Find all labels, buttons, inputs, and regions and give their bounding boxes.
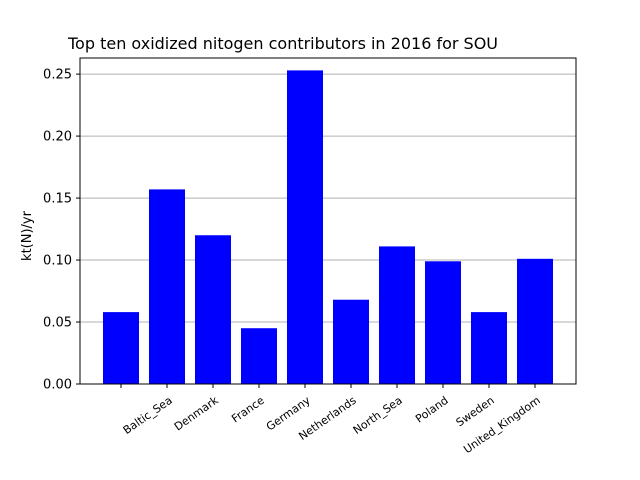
y-axis-ticks: 0.00 0.05 0.10 0.15 0.20 0.25 (43, 68, 80, 393)
y-tick-label: 0.05 (43, 316, 72, 331)
y-tick-label: 0.25 (43, 68, 72, 83)
x-tick-label: Baltic_Sea (121, 394, 175, 437)
bar-denmark (195, 235, 231, 384)
bar-unlabeled (103, 312, 139, 384)
x-tick-label: United_Kingdom (461, 394, 542, 456)
bar-poland (425, 261, 461, 384)
bar-france (241, 328, 277, 384)
y-tick-label: 0.20 (43, 130, 72, 145)
bar-netherlands (333, 299, 369, 384)
bar-germany (287, 70, 323, 384)
bar-north_sea (379, 246, 415, 384)
y-tick-label: 0.15 (43, 192, 72, 207)
bar-sweden (471, 312, 507, 384)
bar-united_kingdom (517, 258, 553, 384)
chart-title: Top ten oxidized nitogen contributors in… (67, 34, 498, 53)
x-tick-label: Poland (413, 394, 451, 426)
bar-baltic_sea (149, 189, 185, 384)
bars (103, 70, 553, 384)
x-tick-label: Sweden (454, 394, 497, 430)
x-tick-label: Denmark (172, 393, 221, 433)
y-tick-label: 0.10 (43, 254, 72, 269)
x-tick-label: North_Sea (351, 394, 405, 437)
plot-frame (79, 57, 577, 385)
x-tick-label: France (229, 394, 267, 426)
y-axis-label: kt(N)/yr (20, 210, 35, 261)
y-tick-label: 0.00 (43, 378, 72, 393)
